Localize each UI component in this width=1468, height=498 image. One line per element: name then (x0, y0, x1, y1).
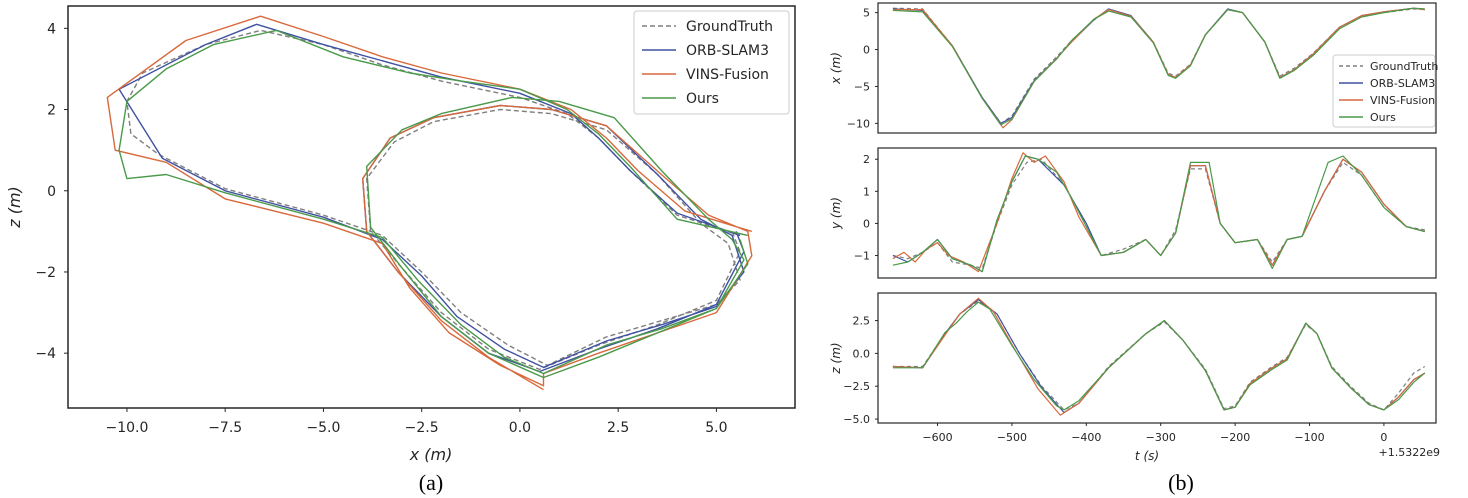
y-tick-label: −2 (35, 265, 56, 281)
x-axis-label: x (m) (409, 445, 453, 464)
panel-b-xyz-over-time: 5 0 −5 −10 x (m) 2 1 0 −1 y (m) 2.5 0.0 −2.5 −5.0 z … (829, 2, 1440, 495)
legend-b-label-orb-slam3: ORB-SLAM3 (1370, 77, 1435, 90)
subplot-x: 5 0 −5 −10 x (m) (829, 2, 1437, 134)
series-groundtruth (892, 158, 1425, 269)
x-tick-label: 0 (1380, 431, 1387, 444)
y-tick-label: 1 (863, 185, 870, 198)
series-ours (892, 301, 1426, 411)
series-ours (892, 155, 1425, 273)
y-tick-label: 2.5 (853, 315, 871, 328)
y-axis-label: x (m) (829, 52, 843, 85)
y-tick-label: 2 (47, 103, 56, 119)
y-tick-label: −10 (847, 117, 870, 130)
x-tick-label: −100 (1294, 431, 1324, 444)
y-tick-label: 0 (47, 184, 56, 200)
plot-frame (67, 5, 796, 409)
series-ours (118, 29, 749, 379)
time-offset-label: +1.5322e9 (1379, 446, 1440, 459)
x-tick-label: −500 (997, 431, 1027, 444)
legend: GroundTruth ORB-SLAM3 VINS-Fusion Ours (633, 10, 790, 115)
subplot-frame (877, 292, 1437, 424)
legend-label-groundtruth: GroundTruth (686, 19, 773, 35)
x-tick-label: −2.5 (405, 420, 439, 436)
x-tick-label: −10.0 (105, 420, 148, 436)
legend-b-label-ours: Ours (1370, 111, 1396, 124)
legend-entries: GroundTruth ORB-SLAM3 VINS-Fusion Ours (642, 19, 773, 107)
legend-label-ours: Ours (686, 91, 719, 107)
legend-b: GroundTruth ORB-SLAM3 VINS-Fusion Ours (1332, 54, 1438, 128)
series-vins-fusion (892, 7, 1425, 129)
y-axis-label: z (m) (5, 186, 24, 229)
x-tick-labels: −10.0 −7.5 −5.0 −2.5 0.0 2.5 5.0 (105, 408, 728, 436)
y-tick-label: −5 (854, 80, 870, 93)
legend-label-vins-fusion: VINS-Fusion (686, 67, 769, 83)
x-tick-label: −300 (1146, 431, 1176, 444)
y-axis-label: y (m) (829, 197, 843, 230)
y-tick-label: 0 (863, 44, 870, 57)
y-tick-label: −2.5 (843, 380, 870, 393)
legend-b-label-groundtruth: GroundTruth (1370, 60, 1438, 73)
x-tick-label: −400 (1071, 431, 1101, 444)
series-vins-fusion (892, 297, 1426, 416)
subplot-z: 2.5 0.0 −2.5 −5.0 z (m) (829, 292, 1437, 426)
legend-label-orb-slam3: ORB-SLAM3 (686, 43, 769, 59)
series-orb-slam3 (892, 299, 1426, 414)
time-axis-label: t (s) (1135, 449, 1159, 463)
x-tick-label: −5.0 (306, 420, 340, 436)
subplot-frame (877, 147, 1437, 279)
y-tick-label: 4 (47, 21, 56, 37)
y-tick-labels: −4 −2 0 2 4 (35, 21, 68, 362)
x-tick-label: 5.0 (705, 420, 727, 436)
panel-label-a: (a) (419, 470, 443, 495)
series-ours (892, 7, 1425, 126)
y-axis-label: z (m) (829, 342, 843, 374)
y-tick-label: 5 (863, 7, 870, 20)
y-tick-label: 0.0 (853, 347, 871, 360)
legend-box (633, 10, 790, 115)
trajectory-lines (106, 15, 753, 391)
series-vins-fusion (106, 15, 753, 391)
x-tick-label: −7.5 (208, 420, 242, 436)
y-tick-label: −4 (35, 346, 56, 362)
y-tick-label: −5.0 (843, 413, 870, 426)
y-tick-label: 2 (863, 153, 870, 166)
subplot-y: 2 1 0 −1 y (m) (829, 147, 1437, 279)
y-tick-label: 0 (863, 217, 870, 230)
x-tick-label: 0.0 (509, 420, 531, 436)
panel-a-xz-trajectory: −10.0 −7.5 −5.0 −2.5 0.0 2.5 5.0 −4 −2 0 2 4 x (m)… (5, 5, 796, 495)
y-tick-label: −1 (854, 250, 870, 263)
legend-b-entries: GroundTruth ORB-SLAM3 VINS-Fusion Ours (1339, 60, 1438, 124)
panel-label-b: (b) (1168, 470, 1194, 495)
x-tick-label: −200 (1220, 431, 1250, 444)
series-groundtruth (126, 29, 741, 371)
series-groundtruth (892, 300, 1426, 411)
legend-b-box (1332, 54, 1436, 128)
subplot-frame (877, 2, 1437, 134)
x-tick-label: −600 (922, 431, 952, 444)
x-tick-label: 2.5 (607, 420, 629, 436)
legend-b-label-vins-fusion: VINS-Fusion (1370, 94, 1435, 107)
time-tick-labels: −600 −500 −400 −300 −200 −100 0 (922, 423, 1387, 444)
